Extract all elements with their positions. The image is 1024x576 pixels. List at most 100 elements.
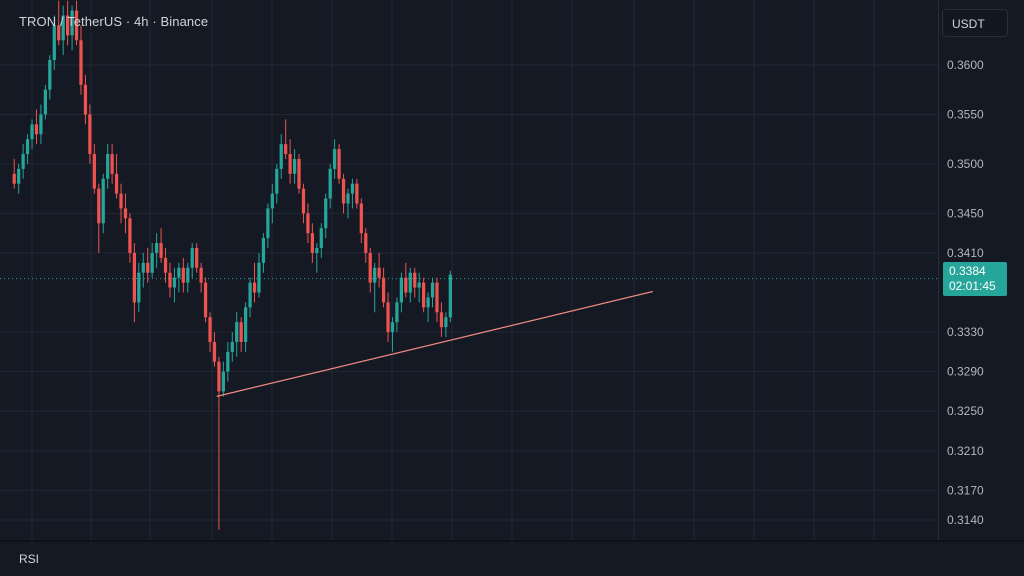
candle-body — [221, 371, 225, 392]
candle-body — [235, 322, 239, 342]
candle-body — [333, 149, 337, 169]
candle-body — [377, 267, 381, 278]
candle-body — [244, 307, 248, 342]
candle-body — [417, 282, 421, 288]
candle-body — [212, 341, 217, 362]
bar-countdown: 02:01:45 — [949, 279, 996, 293]
candle-body — [52, 25, 56, 61]
candle-body — [448, 274, 452, 318]
price-tick-label: 0.3140 — [947, 513, 984, 527]
candle-body — [324, 198, 328, 229]
price-tick-label: 0.3330 — [947, 325, 984, 339]
symbol-title: TRON / TetherUS · 4h · Binance — [19, 14, 209, 29]
candle-body — [248, 282, 252, 308]
candle-body — [159, 243, 163, 258]
candle-body — [435, 282, 439, 313]
price-tick-label: 0.3600 — [947, 58, 984, 72]
candle-body — [381, 277, 386, 303]
candle-body — [390, 322, 395, 333]
candle-body — [359, 203, 363, 234]
candle-body — [310, 233, 314, 253]
candle-body — [350, 183, 355, 194]
candle-body — [292, 158, 297, 174]
price-tick-label: 0.3210 — [947, 444, 984, 458]
candle-body — [413, 272, 417, 288]
candle-body — [57, 25, 61, 41]
price-tick-label: 0.3550 — [947, 107, 984, 121]
candle-body — [195, 247, 199, 268]
candle-body — [430, 282, 435, 298]
candle-body — [146, 262, 150, 273]
candle-body — [306, 213, 310, 234]
candle-body — [203, 282, 208, 318]
candle-body — [270, 193, 274, 209]
candle-body — [61, 15, 65, 41]
candle-body — [141, 262, 145, 273]
candle-body — [137, 272, 141, 303]
candle-body — [288, 154, 292, 174]
candle-body — [208, 317, 212, 342]
price-tick-label: 0.3450 — [947, 206, 984, 220]
candle-body — [79, 40, 83, 85]
price-axis-separator — [938, 0, 939, 576]
candle-body — [48, 60, 52, 90]
last-price-label: 0.3384 02:01:45 — [943, 262, 1007, 296]
candle-body — [155, 243, 159, 253]
candle-body — [106, 154, 110, 179]
price-tick-label: 0.3500 — [947, 157, 984, 171]
candle-body — [386, 302, 390, 333]
candle-body — [297, 158, 301, 189]
candle-body — [114, 173, 119, 194]
rsi-pane[interactable] — [0, 542, 1024, 576]
candle-body — [395, 302, 399, 323]
pane-divider[interactable] — [0, 540, 1024, 542]
candle-body — [39, 114, 43, 135]
candle-body — [341, 178, 346, 204]
candle-body — [284, 144, 288, 155]
candle-body — [181, 267, 185, 283]
candle-body — [119, 193, 123, 209]
candle-body — [25, 139, 30, 155]
candle-body — [17, 168, 21, 184]
candle-body — [315, 247, 319, 253]
price-tick-label: 0.3410 — [947, 246, 984, 260]
candle-body — [230, 341, 234, 352]
candle-body — [444, 317, 448, 328]
candle-body — [199, 267, 203, 283]
candle-body — [319, 228, 323, 248]
candle-body — [346, 193, 350, 204]
candle-body — [337, 149, 341, 179]
candle-body — [186, 267, 190, 283]
candle-body — [422, 282, 426, 308]
candle-body — [279, 144, 283, 169]
candle-body — [364, 233, 368, 253]
candle-body — [355, 183, 359, 204]
candle-body — [43, 89, 47, 115]
trendline — [216, 290, 653, 397]
candle-body — [88, 114, 92, 155]
candle-body — [168, 272, 172, 288]
candle-body — [30, 124, 34, 140]
candle-body — [70, 10, 74, 36]
candle-body — [66, 15, 70, 36]
candle-body — [217, 361, 221, 392]
candle-body — [261, 238, 266, 263]
candle-body — [373, 267, 377, 283]
price-tick-label: 0.3290 — [947, 365, 984, 379]
last-price-value: 0.3384 — [949, 264, 986, 278]
currency-button[interactable]: USDT — [942, 9, 1008, 37]
candle-body — [110, 154, 114, 174]
candle-body — [275, 168, 279, 194]
candle-body — [163, 257, 168, 273]
price-tick-label: 0.3170 — [947, 483, 984, 497]
candle-body — [21, 154, 25, 169]
candle-body — [12, 173, 16, 184]
candle-body — [408, 272, 412, 293]
candle-body — [239, 322, 243, 342]
candle-body — [266, 208, 270, 239]
candle-body — [74, 10, 79, 41]
candle-body — [399, 277, 403, 303]
candle-body — [257, 262, 261, 293]
candle-body — [83, 84, 88, 115]
